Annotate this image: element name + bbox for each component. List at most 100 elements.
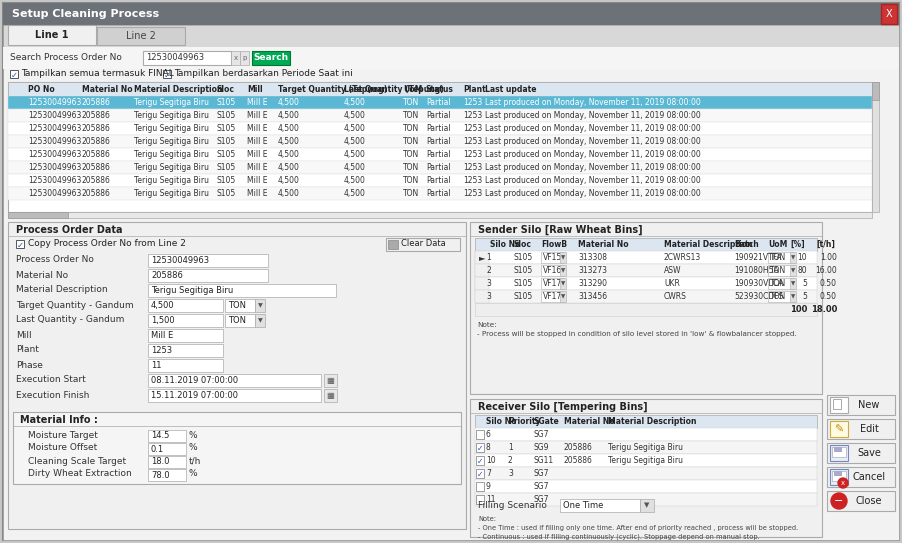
Bar bbox=[767, 291, 793, 302]
Bar bbox=[832, 399, 840, 409]
Text: 205886: 205886 bbox=[82, 124, 111, 133]
Bar bbox=[231, 51, 240, 65]
Bar bbox=[871, 82, 878, 100]
Bar bbox=[254, 314, 264, 327]
Text: Process Order No: Process Order No bbox=[16, 256, 94, 264]
Text: 1253: 1253 bbox=[463, 150, 482, 159]
Bar bbox=[252, 51, 290, 65]
Text: 80: 80 bbox=[796, 266, 806, 275]
Text: TON: TON bbox=[402, 124, 419, 133]
Bar bbox=[831, 447, 845, 457]
Text: S105: S105 bbox=[216, 189, 236, 198]
Bar bbox=[474, 290, 489, 303]
Text: ▼: ▼ bbox=[560, 255, 565, 260]
Text: Edit: Edit bbox=[859, 424, 878, 434]
Text: 1253: 1253 bbox=[151, 346, 172, 355]
Text: Mill: Mill bbox=[16, 331, 32, 339]
Text: TON: TON bbox=[402, 163, 419, 172]
Text: 0.50: 0.50 bbox=[819, 292, 836, 301]
Text: ►: ► bbox=[478, 253, 484, 262]
Text: Phase: Phase bbox=[16, 361, 42, 369]
Text: Partial: Partial bbox=[426, 176, 450, 185]
Text: Save: Save bbox=[856, 448, 880, 458]
Bar bbox=[8, 135, 871, 148]
Text: Last produced on Monday, November 11, 2019 08:00:00: Last produced on Monday, November 11, 20… bbox=[484, 150, 700, 159]
Text: 4,500: 4,500 bbox=[344, 98, 365, 107]
Text: S105: S105 bbox=[513, 279, 533, 288]
Bar bbox=[833, 471, 841, 476]
Text: Mill E: Mill E bbox=[247, 111, 267, 120]
Text: Plant: Plant bbox=[16, 345, 39, 355]
Text: Search: Search bbox=[253, 54, 289, 62]
Bar bbox=[163, 70, 170, 78]
Bar bbox=[540, 278, 562, 289]
Text: 11: 11 bbox=[485, 495, 495, 504]
Bar bbox=[388, 240, 398, 249]
Bar bbox=[148, 299, 223, 312]
Bar bbox=[3, 3, 898, 25]
Text: FlowB: FlowB bbox=[540, 240, 566, 249]
Text: 12530049963: 12530049963 bbox=[28, 150, 81, 159]
Bar bbox=[767, 278, 793, 289]
Bar bbox=[10, 70, 18, 78]
Bar bbox=[475, 482, 483, 491]
Text: Last produced on Monday, November 11, 2019 08:00:00: Last produced on Monday, November 11, 20… bbox=[484, 163, 700, 172]
Text: ✓: ✓ bbox=[476, 444, 483, 453]
Text: - Process will be stopped in condition of silo level stored in 'low' & flowbalan: - Process will be stopped in condition o… bbox=[476, 331, 796, 337]
Text: S105: S105 bbox=[513, 266, 533, 275]
Text: ✎: ✎ bbox=[833, 425, 842, 435]
Text: 4,500: 4,500 bbox=[344, 163, 365, 172]
Bar bbox=[831, 471, 845, 481]
Bar bbox=[148, 314, 223, 327]
Text: 205886: 205886 bbox=[151, 271, 183, 280]
Text: Line 2: Line 2 bbox=[126, 31, 156, 41]
Bar bbox=[826, 491, 894, 511]
Text: ▼: ▼ bbox=[257, 303, 262, 308]
Text: 205886: 205886 bbox=[82, 150, 111, 159]
Text: 2: 2 bbox=[485, 266, 491, 275]
Text: SG9: SG9 bbox=[533, 443, 549, 452]
Bar bbox=[540, 291, 562, 302]
Text: 4,500: 4,500 bbox=[344, 176, 365, 185]
Bar bbox=[559, 265, 566, 276]
Text: Material Description: Material Description bbox=[607, 417, 695, 426]
Bar bbox=[97, 27, 185, 45]
Text: Material Info :: Material Info : bbox=[20, 415, 97, 425]
Text: Terigu Segitiga Biru: Terigu Segitiga Biru bbox=[133, 150, 208, 159]
Text: Last produced on Monday, November 11, 2019 08:00:00: Last produced on Monday, November 11, 20… bbox=[484, 98, 700, 107]
Text: 191080H5A: 191080H5A bbox=[733, 266, 778, 275]
Text: Filling Scenario: Filling Scenario bbox=[477, 501, 547, 509]
Text: Sloc: Sloc bbox=[513, 240, 531, 249]
Bar bbox=[148, 456, 186, 468]
Text: 205886: 205886 bbox=[82, 111, 111, 120]
Bar bbox=[829, 445, 847, 461]
Text: x: x bbox=[840, 480, 844, 486]
Text: Close: Close bbox=[855, 496, 881, 506]
Text: CWRS: CWRS bbox=[663, 292, 686, 301]
Text: ✓: ✓ bbox=[17, 241, 24, 250]
Bar bbox=[474, 493, 816, 506]
Bar bbox=[8, 174, 871, 187]
Text: Terigu Segitiga Biru: Terigu Segitiga Biru bbox=[607, 456, 682, 465]
Text: 205886: 205886 bbox=[82, 176, 111, 185]
Text: 4,500: 4,500 bbox=[278, 150, 299, 159]
Text: Moisture Target: Moisture Target bbox=[28, 431, 97, 439]
Text: 18.00: 18.00 bbox=[810, 305, 836, 314]
Text: 205886: 205886 bbox=[82, 137, 111, 146]
Text: ▼: ▼ bbox=[790, 294, 795, 299]
Text: - One Time : used if filling only one time. After end of priority reached , proc: - One Time : used if filling only one ti… bbox=[477, 525, 797, 531]
Text: Material Description: Material Description bbox=[663, 240, 751, 249]
Text: 313308: 313308 bbox=[577, 253, 606, 262]
Bar bbox=[826, 467, 894, 487]
Text: x: x bbox=[234, 55, 237, 61]
Bar bbox=[324, 374, 336, 387]
Bar bbox=[3, 25, 898, 47]
Text: Mill E: Mill E bbox=[247, 176, 267, 185]
Bar bbox=[540, 265, 562, 276]
Text: Line 1: Line 1 bbox=[35, 30, 69, 40]
Bar bbox=[826, 395, 894, 415]
Text: 313456: 313456 bbox=[577, 292, 606, 301]
Text: Material No: Material No bbox=[16, 270, 68, 280]
Text: ▼: ▼ bbox=[790, 281, 795, 286]
Text: 1253: 1253 bbox=[463, 98, 482, 107]
